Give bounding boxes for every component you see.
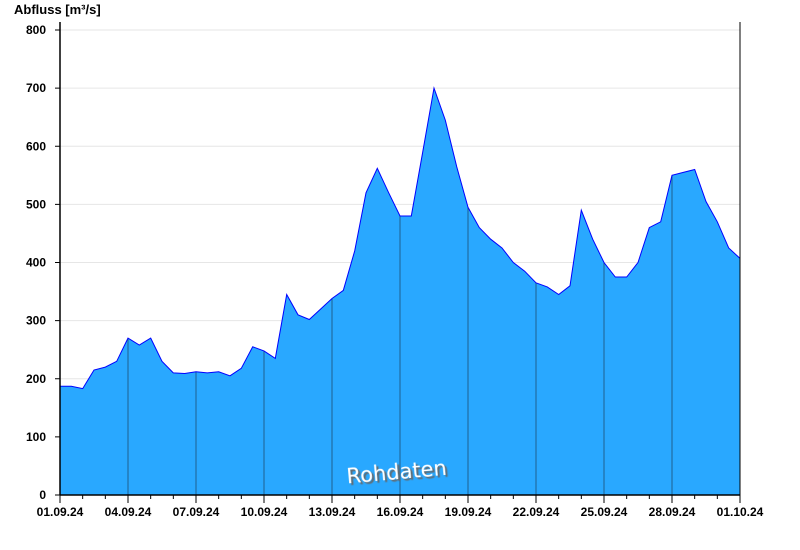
x-tick-label: 28.09.24 xyxy=(649,505,696,519)
x-tick-label: 07.09.24 xyxy=(173,505,220,519)
y-tick-label: 400 xyxy=(26,256,46,270)
y-tick-label: 600 xyxy=(26,139,46,153)
y-tick-label: 100 xyxy=(26,430,46,444)
y-tick-label: 0 xyxy=(39,488,46,502)
y-axis-title: Abfluss [m³/s] xyxy=(14,2,101,17)
axes: 0 100 200 300 400 500 600 700 800 01.09.24 04.09.2… xyxy=(26,22,764,519)
x-tick-label: 10.09.24 xyxy=(241,505,288,519)
x-tick-label: 22.09.24 xyxy=(513,505,560,519)
x-tick-label: 01.09.24 xyxy=(37,505,84,519)
x-tick-label: 04.09.24 xyxy=(105,505,152,519)
x-tick-label: 13.09.24 xyxy=(309,505,356,519)
x-tick-label: 16.09.24 xyxy=(377,505,424,519)
x-tick-label: 01.10.24 xyxy=(717,505,764,519)
y-tick-label: 200 xyxy=(26,372,46,386)
y-tick-label: 500 xyxy=(26,197,46,211)
x-tick-label: 25.09.24 xyxy=(581,505,628,519)
x-tick-label: 19.09.24 xyxy=(445,505,492,519)
y-tick-label: 800 xyxy=(26,23,46,37)
y-tick-label: 300 xyxy=(26,314,46,328)
discharge-line xyxy=(60,86,741,390)
y-tick-label: 700 xyxy=(26,81,46,95)
